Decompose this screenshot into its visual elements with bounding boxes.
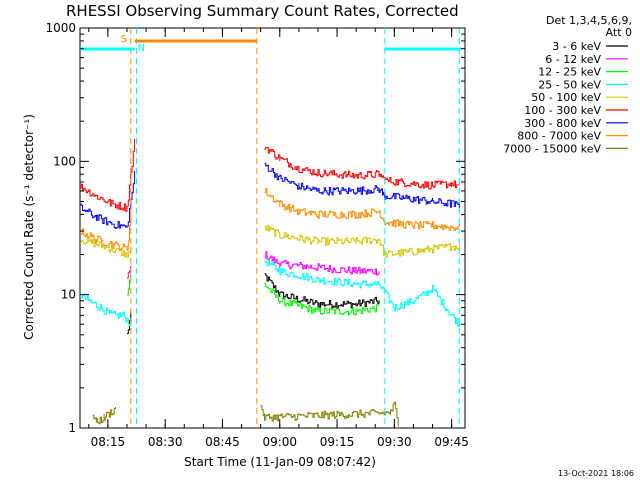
y-axis-label: Corrected Count Rate (s⁻¹ detector⁻¹) [22, 114, 36, 340]
legend-entry-label: 3 - 6 keV [552, 40, 601, 53]
series-line-3 [80, 259, 460, 328]
chart-title: RHESSI Observing Summary Count Rates, Co… [66, 2, 459, 20]
x-tick-label: 09:30 [377, 435, 412, 449]
legend-entry-label: 7000 - 15000 keV [503, 142, 601, 155]
legend-entry-label: 800 - 7000 keV [517, 130, 601, 143]
legend-entry-label: 50 - 100 keV [531, 91, 601, 104]
series-line-5 [80, 138, 460, 212]
series-line-7 [80, 188, 460, 251]
series-layer [80, 138, 460, 427]
x-tick-label: 08:15 [91, 435, 126, 449]
legend-header-line-2: Att 0 [606, 26, 632, 39]
x-tick-label: 09:00 [262, 435, 297, 449]
generation-timestamp: 13-Oct-2021 18:06 [558, 469, 634, 478]
x-tick-label: 09:15 [320, 435, 355, 449]
y-tick-label: 100 [53, 154, 76, 168]
marker-layer: SN [80, 28, 462, 428]
y-tick-label: 1000 [45, 21, 76, 35]
legend-header-line-1: Det 1,3,4,5,6,9, [546, 14, 632, 27]
x-axis-label: Start Time (11-Jan-09 08:07:42) [184, 455, 376, 469]
plot-frame [79, 27, 466, 429]
y-tick-label: 10 [61, 288, 76, 302]
flag-label-0: S [121, 34, 127, 45]
x-tick-label: 09:45 [434, 435, 469, 449]
legend-entry-label: 12 - 25 keV [538, 66, 601, 79]
legend-entry-label: 25 - 50 keV [538, 78, 601, 91]
flag-label-1: N [138, 43, 145, 54]
legend-entry-label: 6 - 12 keV [545, 53, 601, 66]
x-tick-label: 08:30 [148, 435, 183, 449]
series-line-8 [92, 401, 399, 427]
legend-entry-label: 100 - 300 keV [524, 104, 601, 117]
plot-area [79, 27, 466, 429]
legend-entry-label: 300 - 800 keV [524, 117, 601, 130]
x-tick-label: 08:45 [205, 435, 240, 449]
y-tick-label: 1 [68, 421, 76, 435]
series-line-1 [127, 251, 380, 279]
axes-layer: 1 10 100 1000 08:15 08:30 08:45 09:00 09:15 09:30… [45, 21, 468, 449]
series-line-6 [80, 162, 460, 229]
